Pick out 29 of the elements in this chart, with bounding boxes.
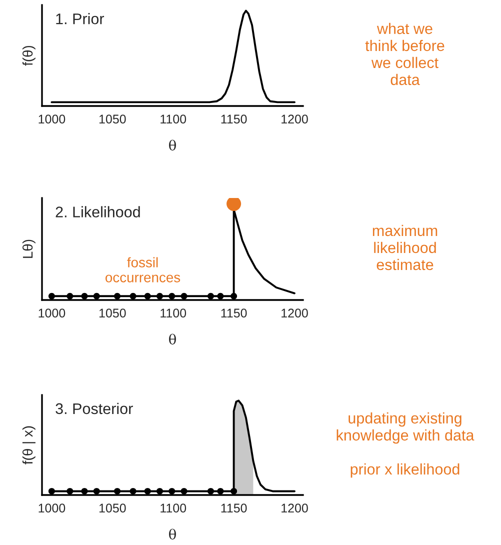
x-tick-label: 1100 (160, 504, 186, 513)
x-tick-label: 1000 (38, 114, 66, 124)
y-axis-title: f(θ) (22, 46, 36, 66)
x-tick-label: 1050 (99, 504, 126, 513)
x-tick-label: 1000 (38, 504, 66, 513)
chart-title: 2. Likelihood (56, 206, 140, 218)
text: maximum likelihood estimate (372, 224, 438, 270)
x-tick-label: 1050 (99, 114, 126, 124)
chart-title: 1. Prior (56, 13, 104, 24)
series-label: fossil occurrences (106, 257, 180, 282)
x-tick-label: 1200 (282, 504, 308, 513)
x-axis-title: θ (169, 528, 176, 540)
text: what we think before we collect data (365, 22, 444, 86)
x-tick-label: 1200 (282, 114, 308, 124)
text: updating existing knowledge with data (336, 412, 474, 444)
x-tick-label: 1150 (221, 114, 247, 124)
y-axis-title: f(θ | x) (22, 426, 36, 464)
x-tick-label: 1150 (221, 504, 247, 513)
text: prior x likelihood (350, 463, 460, 478)
x-axis-title: θ (169, 334, 176, 345)
x-tick-label: 1100 (160, 114, 186, 124)
chart-title: 3. Posterior (56, 402, 133, 414)
y-axis-title: Lθ) (22, 240, 36, 258)
x-tick-label: 1050 (99, 308, 126, 318)
x-axis-title: θ (169, 140, 176, 151)
x-tick-label: 1150 (221, 308, 247, 318)
x-tick-label: 1200 (282, 308, 308, 318)
x-tick-label: 1100 (160, 308, 186, 318)
x-tick-label: 1000 (38, 308, 66, 318)
